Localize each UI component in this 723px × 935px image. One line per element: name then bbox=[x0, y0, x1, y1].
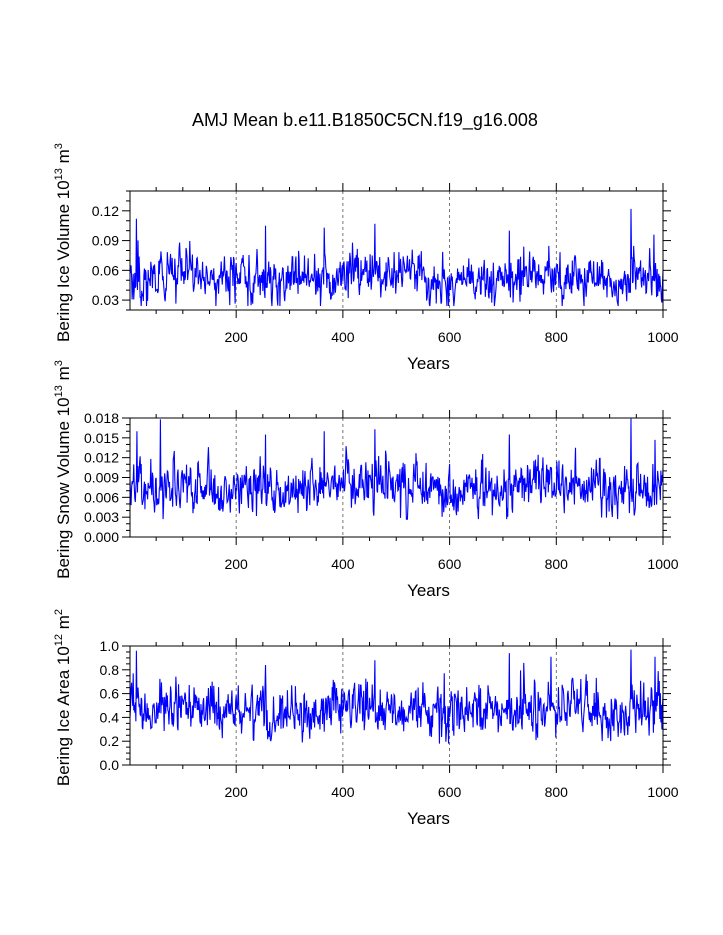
x-tick-label: 800 bbox=[545, 556, 569, 572]
y-tick-label: 0.6 bbox=[100, 686, 120, 702]
y-tick-label: 0.012 bbox=[84, 450, 119, 466]
y-tick-label: 0.015 bbox=[84, 430, 119, 446]
y-axis-label: Bering Ice Area 1012 m2 bbox=[53, 609, 73, 786]
y-axis-label: Bering Ice Volume 1013 m3 bbox=[53, 143, 73, 342]
y-tick-label: 0.000 bbox=[84, 529, 119, 545]
x-tick-label: 1000 bbox=[647, 556, 678, 572]
y-tick-label: 0.003 bbox=[84, 509, 119, 525]
y-tick-label: 0.2 bbox=[100, 733, 120, 749]
x-tick-label: 1000 bbox=[647, 784, 678, 800]
y-tick-label: 0.018 bbox=[84, 410, 119, 426]
y-tick-label: 0.09 bbox=[92, 233, 119, 249]
data-series-line bbox=[129, 649, 664, 744]
x-tick-label: 400 bbox=[331, 329, 355, 345]
x-tick-label: 600 bbox=[438, 784, 462, 800]
x-tick-label: 800 bbox=[545, 784, 569, 800]
panel-2: 200 400 600 800 1000 Years 0.000 0.003 0.006 0.00… bbox=[53, 360, 679, 600]
y-tick-label: 0.8 bbox=[100, 662, 120, 678]
x-tick-label: 200 bbox=[224, 556, 248, 572]
x-axis-label: Years bbox=[407, 581, 450, 600]
x-axis-label: Years bbox=[407, 809, 450, 828]
x-axis-label: Years bbox=[407, 354, 450, 373]
x-tick-label: 400 bbox=[331, 784, 355, 800]
panel-3: 200 400 600 800 1000 Years 0.0 0.2 0.4 0.6 0.8 1.0 B… bbox=[53, 609, 679, 828]
y-tick-label: 0.03 bbox=[92, 292, 119, 308]
y-axis-label: Bering Snow Volume 1013 m3 bbox=[53, 360, 73, 579]
data-series-line bbox=[129, 418, 664, 520]
x-tick-label: 400 bbox=[331, 556, 355, 572]
x-tick-label: 200 bbox=[224, 329, 248, 345]
data-series-line bbox=[129, 208, 664, 307]
y-tick-label: 0.4 bbox=[100, 709, 120, 725]
y-tick-label: 0.12 bbox=[92, 203, 119, 219]
x-tick-label: 200 bbox=[224, 784, 248, 800]
x-tick-label: 600 bbox=[438, 556, 462, 572]
panels: 200 400 600 800 1000 Years 0.03 0.06 0.09 0.12 Ber… bbox=[53, 143, 679, 828]
panel-1: 200 400 600 800 1000 Years 0.03 0.06 0.09 0.12 Ber… bbox=[53, 143, 679, 373]
x-tick-label: 1000 bbox=[647, 329, 678, 345]
x-tick-label: 800 bbox=[545, 329, 569, 345]
y-tick-label: 0.0 bbox=[100, 757, 120, 773]
x-tick-label: 600 bbox=[438, 329, 462, 345]
y-tick-label: 0.006 bbox=[84, 489, 119, 505]
chart-title: AMJ Mean b.e11.B1850C5CN.f19_g16.008 bbox=[192, 110, 538, 131]
y-tick-label: 0.06 bbox=[92, 262, 119, 278]
y-tick-label: 1.0 bbox=[100, 638, 120, 654]
y-tick-label: 0.009 bbox=[84, 470, 119, 486]
